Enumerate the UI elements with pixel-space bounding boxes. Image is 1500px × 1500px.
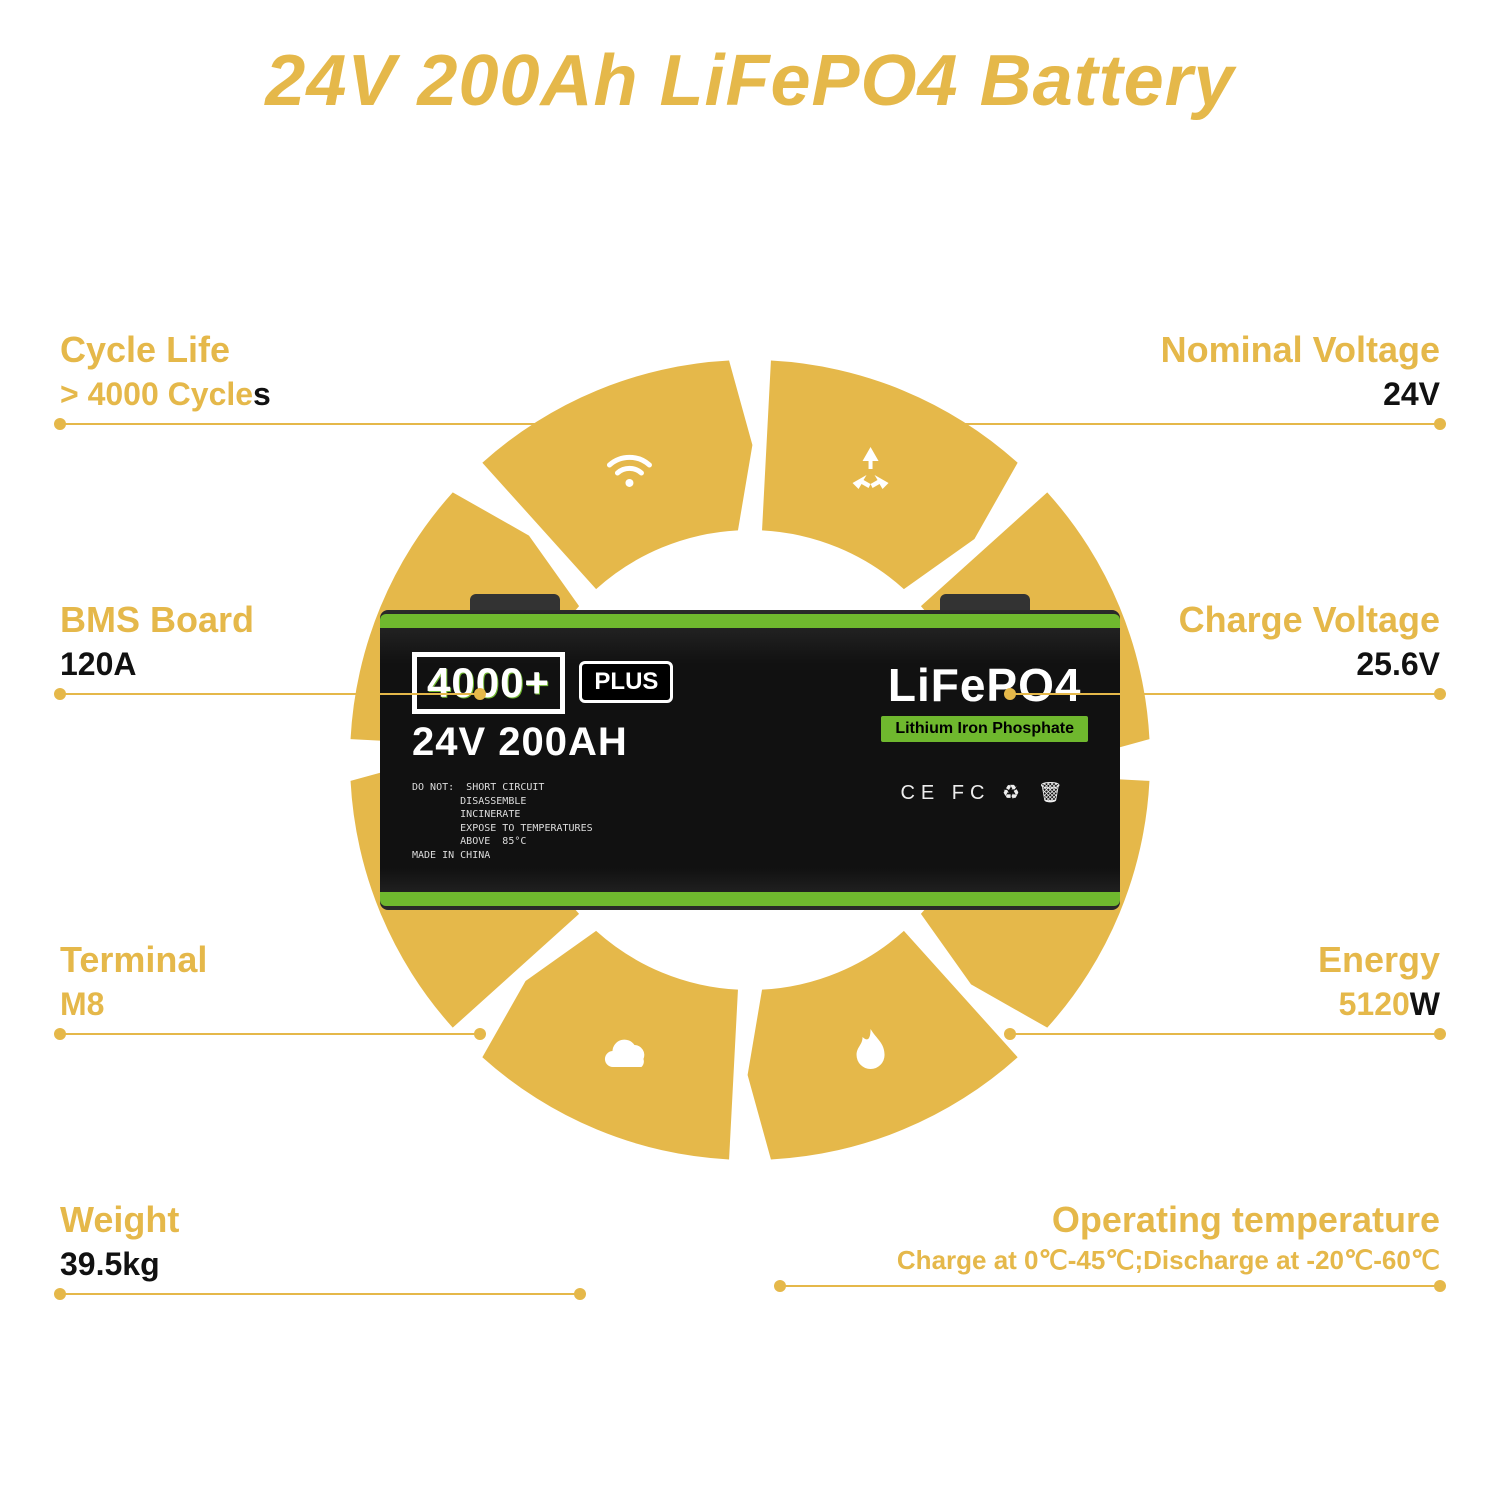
spec-label: Charge Voltage — [1010, 600, 1440, 640]
spec-leader-line — [1010, 1033, 1440, 1035]
spec-value: > 4000 Cycles — [60, 374, 580, 416]
spec-label: Nominal Voltage — [920, 330, 1440, 370]
battery-warnings: DO NOT: SHORT CIRCUIT DISASSEMBLE INCINE… — [412, 781, 673, 862]
spec-nominal-voltage: Nominal Voltage 24V — [920, 330, 1440, 425]
spec-leader-line — [60, 423, 580, 425]
spec-value: 120A — [60, 644, 480, 686]
battery-stripe-bottom — [380, 892, 1120, 906]
battery-plus-tag: PLUS — [579, 661, 673, 703]
spec-label: BMS Board — [60, 600, 480, 640]
spec-label: Cycle Life — [60, 330, 580, 370]
spec-leader-line — [780, 1285, 1440, 1287]
spec-label: Terminal — [60, 940, 480, 980]
battery-voltage-capacity: 24V 200AH — [412, 720, 673, 765]
spec-leader-line — [920, 423, 1440, 425]
spec-energy: Energy 5120W — [1010, 940, 1440, 1035]
spec-label: Weight — [60, 1200, 580, 1240]
battery-stripe-top — [380, 614, 1120, 628]
spec-value: 25.6V — [1010, 644, 1440, 686]
spec-leader-line — [60, 693, 480, 695]
spec-value: 5120W — [1010, 984, 1440, 1026]
spec-leader-line — [1010, 693, 1440, 695]
spec-label: Energy — [1010, 940, 1440, 980]
spec-weight: Weight 39.5kg — [60, 1200, 580, 1295]
spec-value: M8 — [60, 984, 480, 1026]
spec-charge-voltage: Charge Voltage 25.6V — [1010, 600, 1440, 695]
spec-value: 39.5kg — [60, 1244, 580, 1286]
spec-label: Operating temperature — [780, 1200, 1440, 1240]
spec-value: Charge at 0℃-45℃;Discharge at -20℃-60℃ — [780, 1244, 1440, 1278]
battery-cert-icons: CE FC ♻ 🗑 — [881, 780, 1088, 805]
spec-bms-board: BMS Board 120A — [60, 600, 480, 695]
spec-leader-line — [60, 1033, 480, 1035]
spec-cycle-life: Cycle Life > 4000 Cycles — [60, 330, 580, 425]
spec-leader-line — [60, 1293, 580, 1295]
spec-value: 24V — [920, 374, 1440, 416]
spec-operating-temperature: Operating temperature Charge at 0℃-45℃;D… — [780, 1200, 1440, 1287]
page-title: 24V 200Ah LiFePO4 Battery — [0, 40, 1500, 122]
spec-terminal: Terminal M8 — [60, 940, 480, 1035]
battery-graphic: 4000+ PLUS 24V 200AH DO NOT: SHORT CIRCU… — [380, 610, 1120, 910]
battery-chemistry-sub: Lithium Iron Phosphate — [881, 716, 1088, 742]
